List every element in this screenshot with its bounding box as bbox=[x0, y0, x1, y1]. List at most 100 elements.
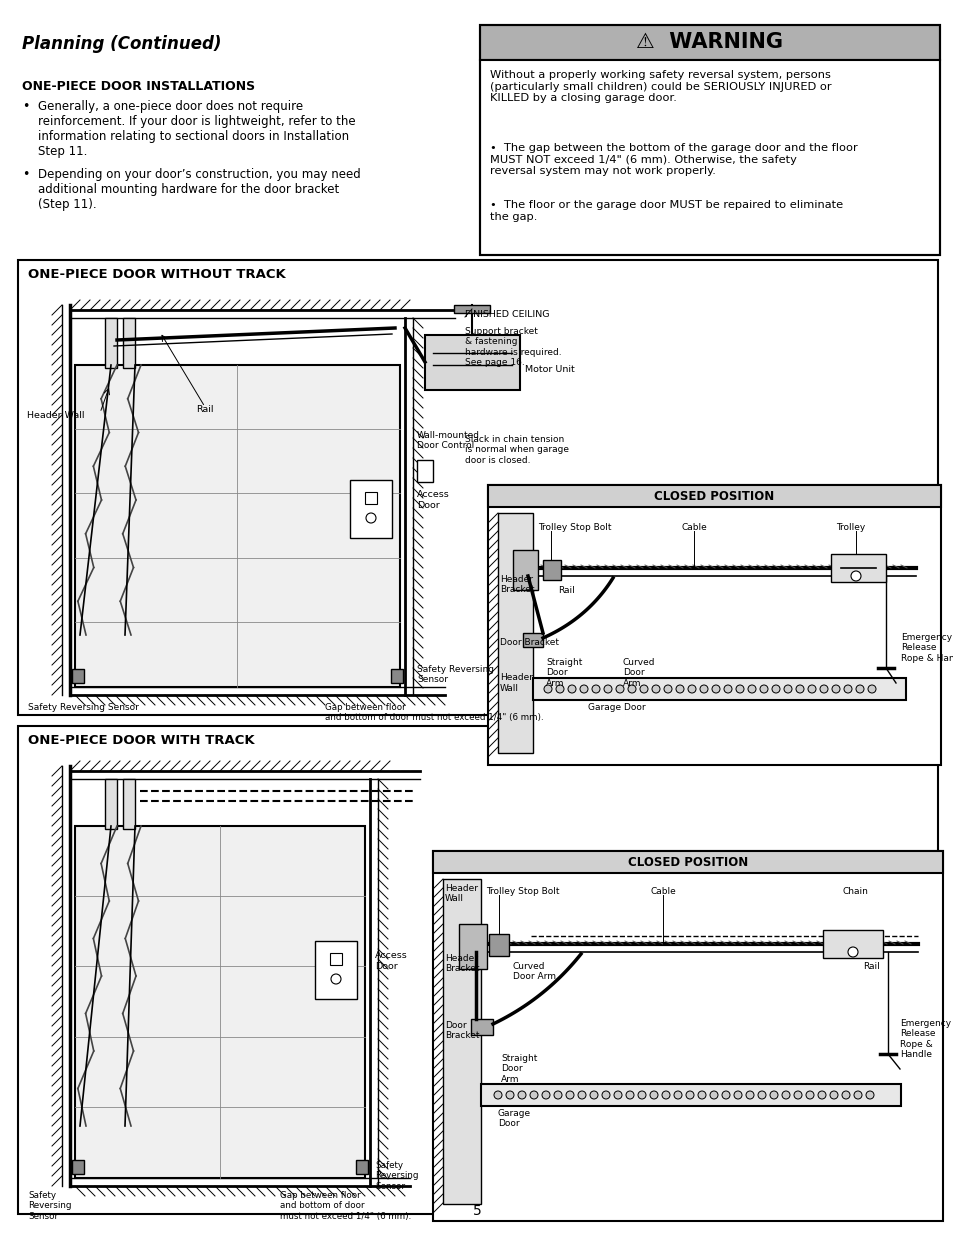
Circle shape bbox=[578, 1091, 585, 1099]
Text: ONE-PIECE DOOR WITH TRACK: ONE-PIECE DOOR WITH TRACK bbox=[28, 734, 254, 747]
Bar bbox=[497, 513, 533, 753]
Circle shape bbox=[651, 685, 659, 693]
Bar bbox=[488, 485, 940, 764]
Text: Cable: Cable bbox=[680, 522, 706, 532]
Text: Gap between floor
and bottom of door
must not exceed 1/4" (6 mm).: Gap between floor and bottom of door mus… bbox=[280, 1191, 411, 1221]
Circle shape bbox=[850, 571, 861, 580]
Text: Gap between floor
and bottom of door must not exceed 1/4" (6 mm).: Gap between floor and bottom of door mus… bbox=[325, 703, 543, 722]
Text: Header
Bracket: Header Bracket bbox=[499, 576, 534, 594]
Circle shape bbox=[505, 1091, 514, 1099]
Text: ⚠  WARNING: ⚠ WARNING bbox=[636, 32, 782, 52]
Text: Chain: Chain bbox=[842, 887, 868, 897]
Circle shape bbox=[685, 1091, 693, 1099]
Circle shape bbox=[865, 1091, 873, 1099]
Circle shape bbox=[841, 1091, 849, 1099]
Text: Wall-mounted
Door Control: Wall-mounted Door Control bbox=[416, 431, 479, 450]
Text: Curved
Door Arm: Curved Door Arm bbox=[513, 962, 556, 982]
Circle shape bbox=[616, 685, 623, 693]
Circle shape bbox=[853, 1091, 862, 1099]
Bar bbox=[75, 826, 365, 1178]
Circle shape bbox=[663, 685, 671, 693]
Circle shape bbox=[638, 1091, 645, 1099]
Bar bbox=[533, 678, 905, 700]
Circle shape bbox=[760, 685, 767, 693]
Circle shape bbox=[711, 685, 720, 693]
Bar bbox=[391, 669, 402, 683]
Text: Rail: Rail bbox=[862, 962, 879, 971]
Bar bbox=[480, 1084, 900, 1107]
Circle shape bbox=[807, 685, 815, 693]
Text: •: • bbox=[22, 168, 30, 182]
Bar bbox=[433, 851, 942, 873]
Text: •  The gap between the bottom of the garage door and the floor
MUST NOT exceed 1: • The gap between the bottom of the gara… bbox=[490, 143, 857, 177]
Circle shape bbox=[543, 685, 552, 693]
Text: Safety Reversing Sensor: Safety Reversing Sensor bbox=[28, 703, 139, 713]
Text: Garage Door: Garage Door bbox=[587, 703, 645, 713]
Circle shape bbox=[603, 685, 612, 693]
Circle shape bbox=[795, 685, 803, 693]
Circle shape bbox=[565, 1091, 574, 1099]
Bar bbox=[18, 261, 937, 715]
Bar bbox=[822, 930, 882, 958]
Text: Header
Wall: Header Wall bbox=[499, 673, 533, 693]
Circle shape bbox=[592, 685, 599, 693]
Text: Rail: Rail bbox=[196, 405, 213, 414]
Bar bbox=[105, 779, 117, 829]
Bar bbox=[458, 924, 486, 969]
Circle shape bbox=[769, 1091, 778, 1099]
Text: Header Wall: Header Wall bbox=[28, 410, 85, 420]
Text: Straight
Door
Arm: Straight Door Arm bbox=[545, 658, 581, 688]
Bar bbox=[123, 317, 135, 368]
Circle shape bbox=[855, 685, 863, 693]
Bar bbox=[830, 555, 885, 582]
Text: Safety
Reversing
Sensor: Safety Reversing Sensor bbox=[28, 1191, 71, 1221]
Bar bbox=[355, 1160, 368, 1174]
Bar bbox=[416, 459, 433, 482]
Text: CLOSED POSITION: CLOSED POSITION bbox=[653, 489, 773, 503]
Text: Curved
Door
Arm: Curved Door Arm bbox=[622, 658, 655, 688]
Circle shape bbox=[517, 1091, 525, 1099]
Circle shape bbox=[541, 1091, 550, 1099]
Bar bbox=[513, 550, 537, 590]
Text: Emergency
Release
Rope &
Handle: Emergency Release Rope & Handle bbox=[899, 1019, 950, 1060]
Circle shape bbox=[745, 1091, 753, 1099]
Circle shape bbox=[673, 1091, 681, 1099]
Circle shape bbox=[494, 1091, 501, 1099]
Bar bbox=[442, 879, 480, 1204]
Circle shape bbox=[843, 685, 851, 693]
Bar bbox=[479, 25, 939, 254]
Circle shape bbox=[627, 685, 636, 693]
Bar bbox=[479, 61, 939, 254]
Bar bbox=[71, 669, 84, 683]
Circle shape bbox=[639, 685, 647, 693]
Text: Header
Wall: Header Wall bbox=[444, 884, 477, 903]
Text: Access
Door: Access Door bbox=[416, 490, 449, 510]
Text: Trolley: Trolley bbox=[835, 522, 864, 532]
Bar bbox=[105, 317, 117, 368]
Circle shape bbox=[649, 1091, 658, 1099]
Text: Support bracket
& fastening
hardware is required.
See page 16.: Support bracket & fastening hardware is … bbox=[464, 327, 561, 367]
Circle shape bbox=[676, 685, 683, 693]
Circle shape bbox=[817, 1091, 825, 1099]
Text: Header
Bracket: Header Bracket bbox=[444, 953, 479, 973]
Text: Door Bracket: Door Bracket bbox=[499, 638, 558, 647]
Text: •  The floor or the garage door MUST be repaired to eliminate
the gap.: • The floor or the garage door MUST be r… bbox=[490, 200, 842, 221]
Text: ONE-PIECE DOOR WITHOUT TRACK: ONE-PIECE DOOR WITHOUT TRACK bbox=[28, 268, 286, 282]
Circle shape bbox=[733, 1091, 741, 1099]
Text: Door
Bracket: Door Bracket bbox=[444, 1021, 479, 1040]
Bar bbox=[123, 779, 135, 829]
Circle shape bbox=[709, 1091, 718, 1099]
Circle shape bbox=[723, 685, 731, 693]
Bar bbox=[314, 941, 356, 999]
Circle shape bbox=[747, 685, 755, 693]
Text: ONE-PIECE DOOR INSTALLATIONS: ONE-PIECE DOOR INSTALLATIONS bbox=[22, 80, 254, 93]
Circle shape bbox=[783, 685, 791, 693]
Text: Trolley Stop Bolt: Trolley Stop Bolt bbox=[537, 522, 611, 532]
Bar bbox=[350, 480, 392, 538]
Text: Slack in chain tension
is normal when garage
door is closed.: Slack in chain tension is normal when ga… bbox=[464, 435, 568, 464]
Circle shape bbox=[366, 513, 375, 522]
Text: Generally, a one-piece door does not require
reinforcement. If your door is ligh: Generally, a one-piece door does not req… bbox=[38, 100, 355, 158]
Circle shape bbox=[847, 947, 857, 957]
Circle shape bbox=[700, 685, 707, 693]
Bar bbox=[522, 634, 542, 647]
